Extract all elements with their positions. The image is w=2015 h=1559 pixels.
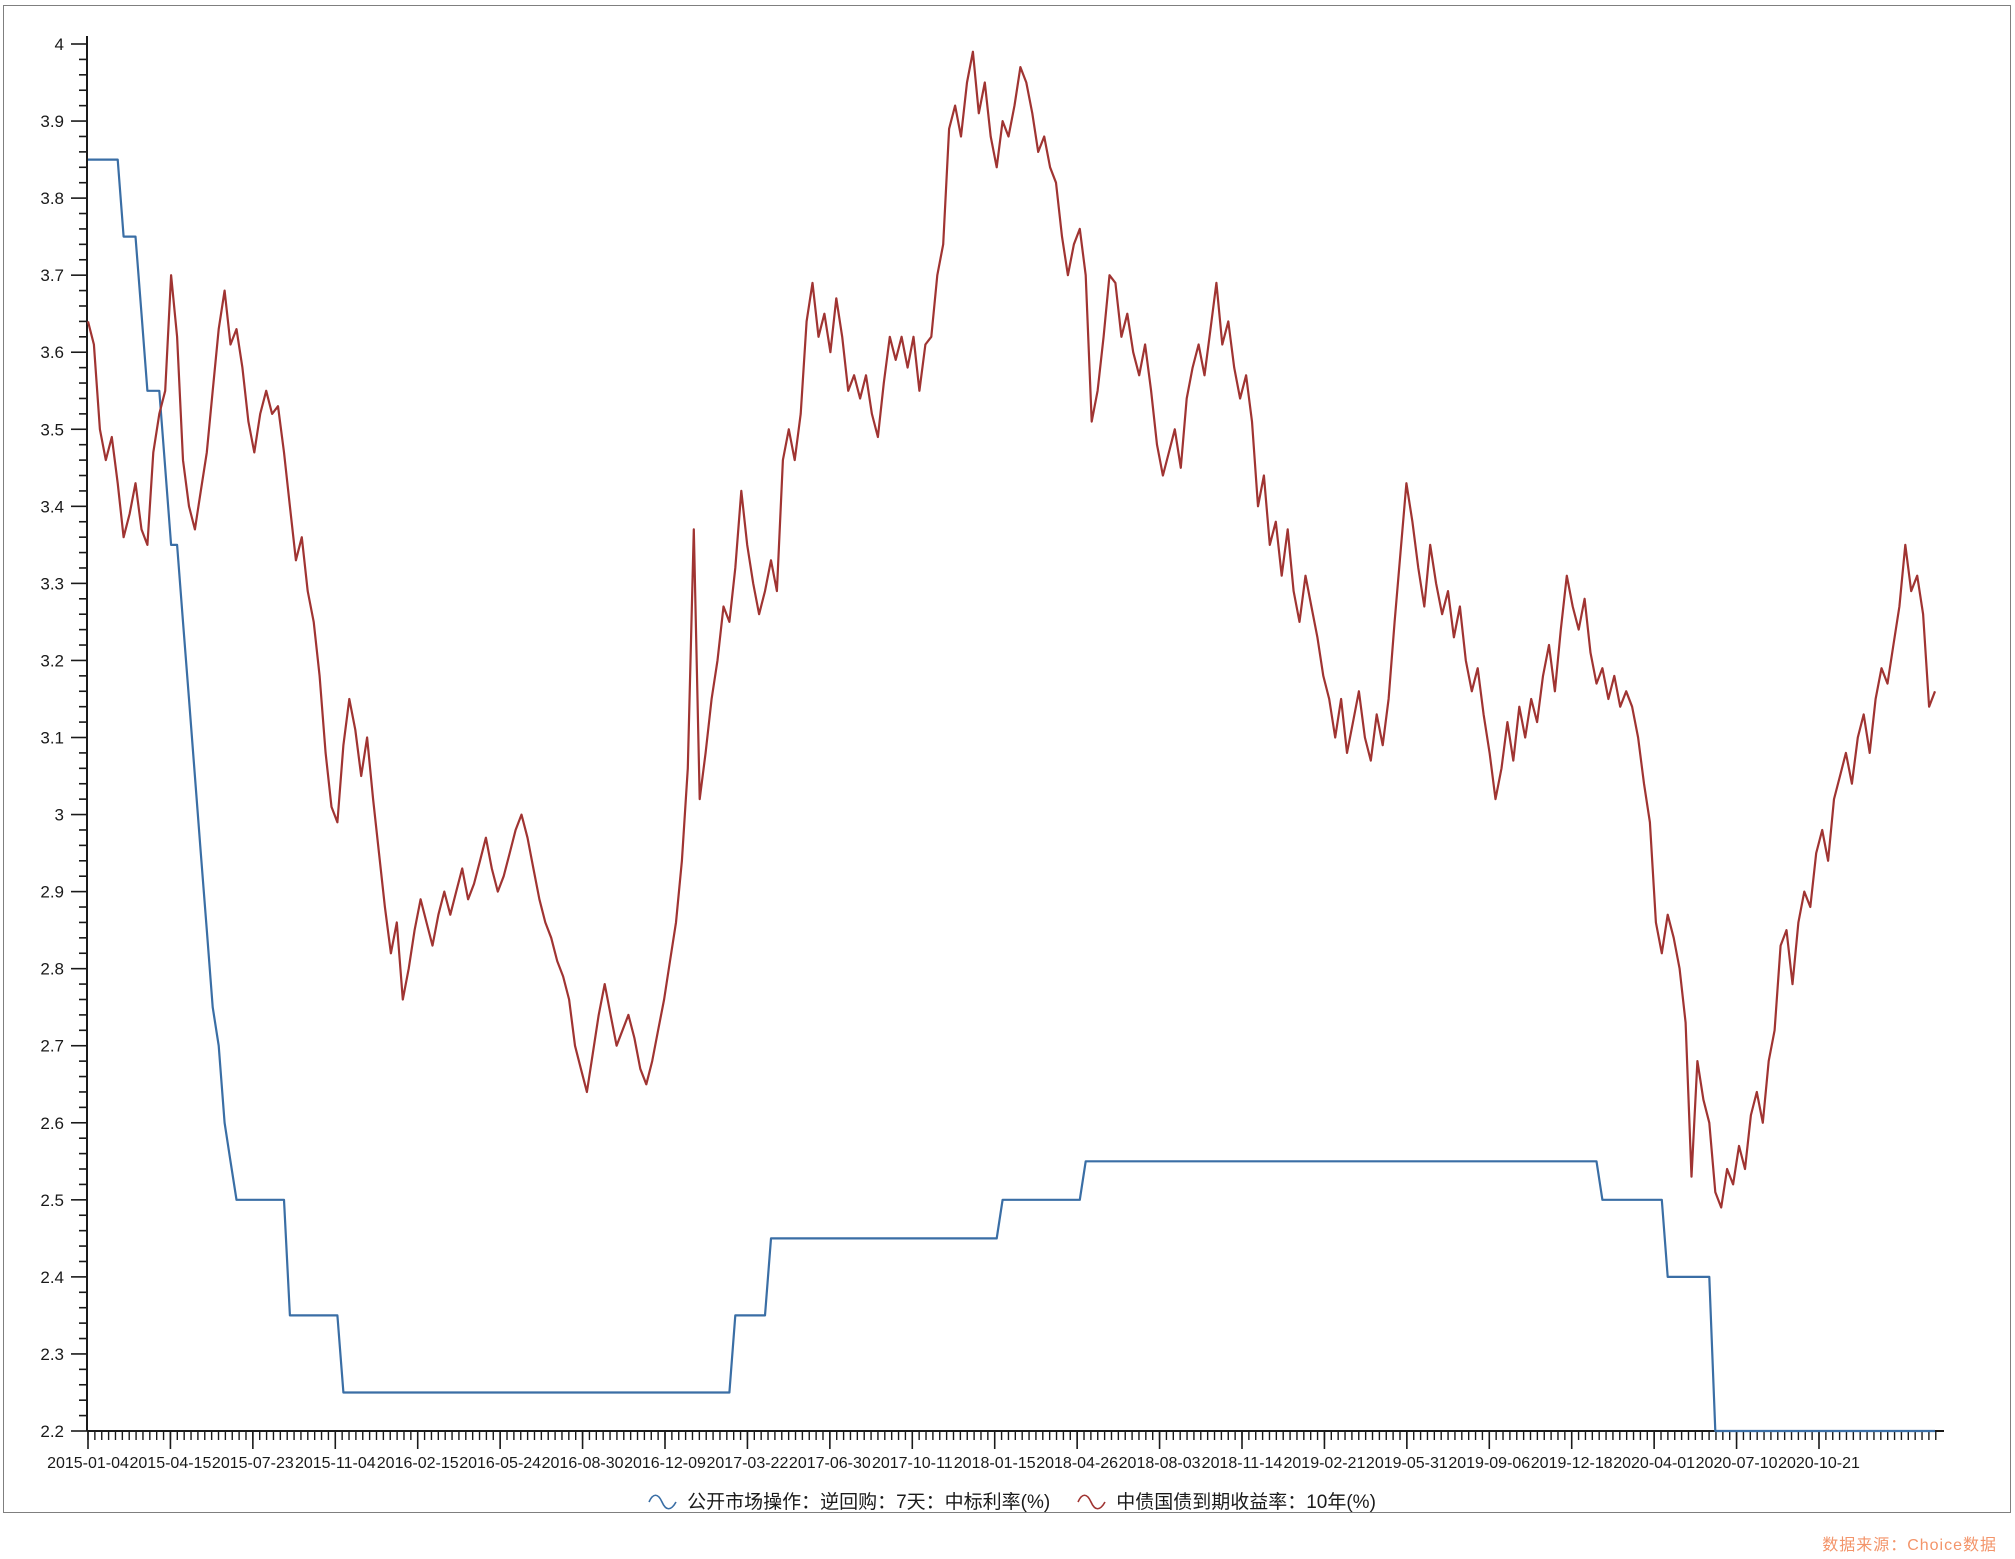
y-axis-label: 3.7 <box>40 266 64 285</box>
line-chart-canvas: 4 3.9 3.8 3.7 3.6 3.5 3.4 3.3 3.2 3.1 3 2.9 2.8 2.7 2.… <box>40 35 1944 1472</box>
y-axis-label: 3.6 <box>40 343 64 362</box>
x-axis-label: 2016-12-09 <box>624 1455 706 1472</box>
data-source-watermark: 数据来源：Choice数据 <box>1822 1537 1997 1554</box>
y-axis-label: 2.5 <box>40 1191 64 1210</box>
x-axis-label: 2020-04-01 <box>1613 1455 1695 1472</box>
x-axis-label: 2018-08-03 <box>1119 1455 1201 1472</box>
x-axis-label: 2015-11-04 <box>295 1455 376 1472</box>
y-axis-label: 3.5 <box>40 420 64 439</box>
x-axis-label: 2018-01-15 <box>954 1455 1036 1472</box>
y-axis-label: 4 <box>55 35 64 54</box>
y-axis-label: 3.1 <box>40 729 64 748</box>
y-axis-label: 3.8 <box>40 189 64 208</box>
x-axis-label: 2015-01-04 <box>47 1455 129 1472</box>
y-axis-label: 2.9 <box>40 883 64 902</box>
y-axis-label: 2.2 <box>40 1422 64 1441</box>
y-axis-label: 2.8 <box>40 960 64 979</box>
y-axis-label: 2.4 <box>40 1268 64 1287</box>
y-axis-label: 2.3 <box>40 1345 64 1364</box>
x-axis-label: 2020-07-10 <box>1696 1455 1778 1472</box>
x-axis-label: 2015-04-15 <box>130 1455 212 1472</box>
x-axis-label: 2016-02-15 <box>377 1455 459 1472</box>
y-axis-label: 3 <box>55 806 64 825</box>
x-axis-label: 2017-03-22 <box>707 1455 789 1472</box>
y-axis-label: 2.6 <box>40 1114 64 1133</box>
x-axis-label: 2016-05-24 <box>459 1455 541 1472</box>
x-axis-label: 2015-07-23 <box>212 1455 294 1472</box>
series-cgb-10y-yield-line <box>86 50 1937 1209</box>
x-axis-label: 2018-04-26 <box>1036 1455 1118 1472</box>
x-axis-label: 2018-11-14 <box>1202 1455 1283 1472</box>
x-axis-label: 2017-10-11 <box>872 1455 953 1472</box>
x-axis-label: 2019-09-06 <box>1448 1455 1530 1472</box>
x-axis-label: 2019-05-31 <box>1366 1455 1448 1472</box>
y-axis-label: 3.4 <box>40 497 64 516</box>
y-axis-label: 3.9 <box>40 112 64 131</box>
x-axis-label: 2019-02-21 <box>1284 1455 1366 1472</box>
x-axis-label: 2019-12-18 <box>1531 1455 1613 1472</box>
x-axis-label: 2017-06-30 <box>789 1455 871 1472</box>
y-axis-label: 3.3 <box>40 574 64 593</box>
x-axis-label: 2016-08-30 <box>542 1455 624 1472</box>
series-reverse-repo-rate-line <box>88 158 1935 1433</box>
y-axis-label: 2.7 <box>40 1037 64 1056</box>
y-axis-label: 3.2 <box>40 651 64 670</box>
x-axis-label: 2020-10-21 <box>1778 1455 1860 1472</box>
chart-frame: 4 3.9 3.8 3.7 3.6 3.5 3.4 3.3 3.2 3.1 3 2.9 2.8 2.7 2.… <box>3 5 2011 1513</box>
